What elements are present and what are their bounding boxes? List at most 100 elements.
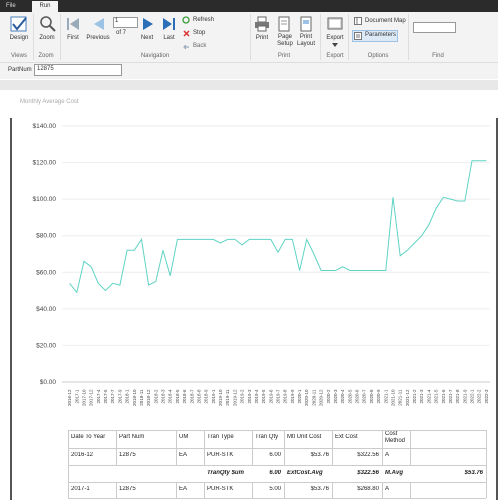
x-tick-label: 2020-9 <box>376 389 381 404</box>
table-cell: 12875 <box>119 486 136 492</box>
x-tick-label: 2021-2 <box>412 389 417 404</box>
x-tick-label: 2018-7 <box>189 389 194 404</box>
page-setup-button[interactable]: Page Setup <box>277 34 293 47</box>
y-tick-label: $40.00 <box>36 306 56 313</box>
col-line <box>410 448 411 465</box>
file-tab[interactable]: File <box>6 3 16 9</box>
find-input[interactable] <box>413 22 456 33</box>
parameter-label: PartNum <box>8 67 32 73</box>
x-tick-label: 2019-1 <box>211 389 216 404</box>
page-input[interactable] <box>113 17 138 28</box>
separator <box>348 14 349 60</box>
x-tick-label: 2018-8 <box>196 389 201 404</box>
first-icon <box>67 18 79 30</box>
run-tab[interactable]: Run <box>32 1 58 12</box>
x-tick-label: 2017-1 <box>74 389 79 404</box>
page-number: 1 <box>115 18 119 24</box>
row-line <box>68 430 486 431</box>
col-line <box>68 465 69 482</box>
x-tick-label: 2020-3 <box>333 389 338 404</box>
x-tick-label: 2021-1 <box>383 389 388 404</box>
parameter-input[interactable] <box>34 64 122 76</box>
last-button[interactable]: Last <box>163 35 175 41</box>
refresh-button[interactable]: Refresh <box>193 17 215 23</box>
x-tick-label: 2018-9 <box>204 389 209 404</box>
export-button[interactable]: Export <box>326 35 344 41</box>
tab-bar <box>0 0 498 12</box>
parameters-button[interactable]: Parameters <box>365 32 397 38</box>
summary-label: TranQty $um <box>207 470 244 476</box>
column-header: Ext Cost <box>335 434 358 440</box>
chart-title: Monthly Average Cost <box>20 99 79 105</box>
summary-qty: 6.00 <box>269 470 281 476</box>
col-line <box>204 482 205 498</box>
col-line <box>382 482 383 498</box>
previous-button[interactable]: Previous <box>86 35 110 41</box>
col-line <box>204 430 205 448</box>
table-cell: PUR-STK <box>207 486 234 492</box>
print-layout-button[interactable]: Print Layout <box>296 34 315 47</box>
line-series <box>69 160 487 294</box>
separator <box>408 14 409 60</box>
x-tick-label: 2018-6 <box>182 389 187 404</box>
x-tick-label: 2020-12 <box>319 389 324 406</box>
x-tick-label: 2018-2 <box>153 389 158 404</box>
table-cell: $53.76 <box>310 486 329 492</box>
col-line <box>486 465 487 482</box>
table-cell: $268.80 <box>357 486 379 492</box>
x-tick-label: 2019-9 <box>290 389 295 404</box>
next-button[interactable]: Next <box>140 35 154 41</box>
x-tick-label: 2020-1 <box>297 389 302 404</box>
col-line <box>486 430 487 448</box>
first-button[interactable]: First <box>67 35 79 41</box>
column-header: Tran Qty <box>255 434 279 440</box>
x-tick-label: 2019-4 <box>254 389 259 404</box>
table-cell: 2017-1 <box>71 486 90 492</box>
col-line <box>284 430 285 448</box>
stop-button[interactable]: Stop <box>193 30 206 36</box>
design-button[interactable]: Design <box>9 35 29 41</box>
col-line <box>252 448 253 465</box>
group-label: Find <box>432 53 444 59</box>
back-button[interactable]: Back <box>193 43 207 49</box>
page-setup-icon <box>278 16 290 32</box>
group-label: Options <box>367 53 389 59</box>
row-line <box>68 465 486 466</box>
page-edge <box>10 118 12 500</box>
chart: Monthly Average Cost $0.00 $20.00 $40.00 $6… <box>20 99 490 406</box>
table-cell: $322.56 <box>357 452 379 458</box>
col-line <box>252 430 253 448</box>
splitter <box>0 80 498 90</box>
document-map-icon <box>354 17 362 25</box>
column-header: UM <box>179 434 189 440</box>
column-header: Tran Type <box>207 434 234 440</box>
group-label: Print <box>277 53 291 59</box>
x-tick-label: 2022-3 <box>484 389 489 404</box>
print-button[interactable]: Print <box>255 35 269 41</box>
table-cell: A <box>385 452 390 458</box>
x-tick-label: 2019-7 <box>276 389 281 404</box>
zoom-button[interactable]: Zoom <box>39 35 55 41</box>
parameters-icon <box>354 32 362 40</box>
y-tick-label: $140.00 <box>33 123 57 130</box>
document-map-button[interactable]: Document Map <box>365 18 406 24</box>
x-tick-label: 2020-7 <box>362 389 367 404</box>
column-header: Part Num <box>119 434 145 440</box>
x-tick-label: 2020-11 <box>311 389 316 406</box>
x-tick-label: 2017-9 <box>117 389 122 404</box>
x-tick-label: 2020-10 <box>304 389 309 406</box>
row-line <box>68 448 486 449</box>
x-tick-label: 2020-2 <box>326 389 331 404</box>
parameters-highlight <box>352 30 398 42</box>
x-tick-label: 2019-11 <box>225 389 230 406</box>
column-header: Cost Method <box>385 431 406 444</box>
x-tick-label: 2021-6 <box>441 389 446 404</box>
x-tick-label: 2020-5 <box>347 389 352 404</box>
column-header: Mtl Unit Cost <box>287 434 322 440</box>
x-tick-label: 2017-10 <box>81 389 86 406</box>
table-cell: 12875 <box>119 452 136 458</box>
x-tick-label: 2018-5 <box>175 389 180 404</box>
group-label: Zoom <box>38 53 54 59</box>
x-tick-label: 2019-5 <box>261 389 266 404</box>
